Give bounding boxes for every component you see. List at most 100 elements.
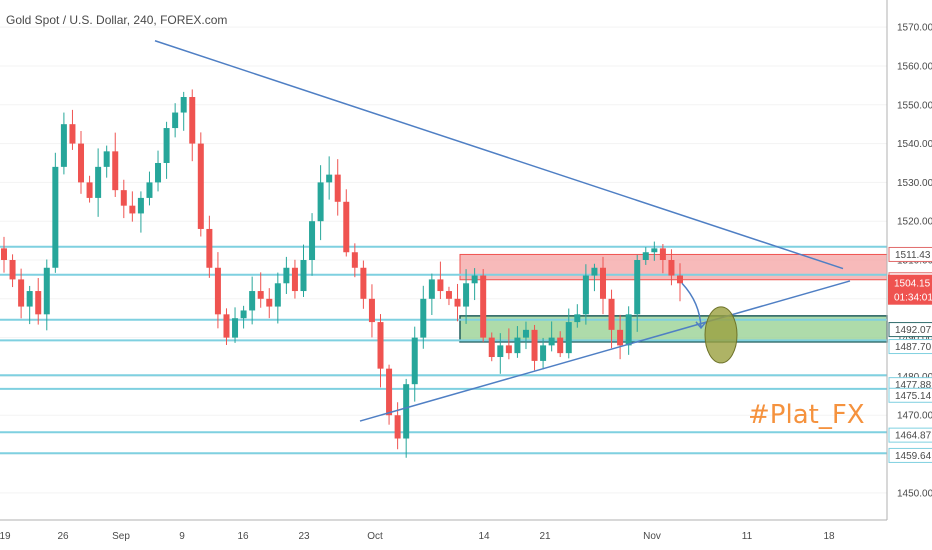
candle-body: [180, 97, 187, 113]
candle-body: [677, 275, 683, 284]
candle-body: [43, 267, 50, 315]
candle-body: [497, 345, 504, 358]
candle-body: [428, 279, 435, 299]
candle-body: [146, 182, 153, 198]
candle-body: [591, 267, 598, 276]
candle-body: [274, 283, 281, 307]
y-tick-label: 1560.00: [897, 61, 932, 72]
candle-body: [377, 322, 384, 369]
candle-body: [309, 221, 316, 260]
price-level-tag: [888, 427, 932, 443]
candle-body: [617, 329, 624, 346]
candle-body: [197, 143, 204, 229]
annotations: #Plat_FX: [681, 282, 865, 430]
candle-body: [522, 329, 529, 338]
price-level-tag-label: 1487.70: [895, 342, 932, 353]
x-tick-label: 16: [237, 531, 249, 542]
projection-arrow: [681, 282, 702, 328]
candle-body: [78, 143, 85, 183]
candle-body: [155, 162, 162, 183]
candlesticks: [1, 89, 683, 458]
candle-body: [531, 329, 538, 361]
candle-body: [206, 228, 213, 268]
target-ellipse: [704, 306, 738, 364]
x-tick-label: 11: [742, 531, 753, 542]
y-tick-label: 1470.00: [897, 411, 932, 422]
price-level-tag: [888, 387, 932, 403]
candle-body: [505, 345, 512, 354]
candle-body: [249, 291, 256, 311]
candle-body: [463, 283, 470, 307]
candle-body: [257, 291, 264, 299]
candle-body: [223, 314, 230, 338]
price-tags: 1511.431504.911492.071487.701477.881475.…: [888, 246, 932, 463]
x-tick-label: 18: [823, 531, 835, 542]
y-tick-label: 1450.00: [897, 488, 932, 499]
x-tick-label: Oct: [367, 531, 383, 542]
candle-body: [608, 298, 615, 330]
candle-body: [1, 248, 7, 260]
projection-arrowhead: [695, 321, 707, 330]
candle-body: [471, 275, 478, 284]
candle-body: [642, 252, 649, 260]
candle-body: [18, 279, 25, 307]
y-tick-label: 1520.00: [897, 217, 932, 228]
price-level-tag-label: 1492.07: [895, 325, 932, 336]
current-price-tag: [888, 274, 932, 305]
y-tick-label: 1530.00: [897, 178, 932, 189]
candle-body: [668, 260, 675, 276]
candle-body: [129, 205, 136, 214]
watermark-text: #Plat_FX: [748, 400, 865, 430]
price-level-tag-label: 1511.43: [895, 250, 931, 261]
x-tick-label: Nov: [643, 531, 661, 542]
y-tick-label: 1550.00: [897, 100, 932, 111]
candle-body: [634, 260, 641, 315]
descending-trendline[interactable]: [154, 40, 844, 270]
candle-body: [240, 310, 247, 319]
candle-body: [411, 337, 418, 385]
candle-body: [283, 267, 290, 284]
ascending-trendline[interactable]: [359, 280, 851, 422]
candle-body: [454, 298, 461, 307]
symbol-title: Gold Spot / U.S. Dollar, 240, FOREX.com: [6, 13, 228, 27]
candle-body: [403, 384, 410, 439]
x-tick-label: 14: [478, 531, 490, 542]
y-tick-label: 1540.00: [897, 139, 932, 150]
candle-body: [9, 260, 16, 280]
candle-body: [599, 267, 606, 299]
candle-body: [574, 314, 581, 323]
candle-body: [445, 291, 452, 299]
y-tick-label: 1490.00: [897, 333, 932, 344]
candle-body: [565, 322, 572, 354]
candle-body: [351, 252, 358, 268]
candle-body: [86, 182, 93, 198]
candle-body: [266, 298, 273, 307]
candle-body: [625, 314, 632, 346]
candle-body: [214, 267, 221, 315]
candle-body: [103, 151, 110, 167]
price-level-lines: [0, 245, 887, 455]
x-tick-label: 21: [539, 531, 551, 542]
y-tick-label: 1570.00: [897, 23, 932, 34]
price-level-tag-label: 1459.64: [895, 451, 932, 462]
candle-body: [26, 291, 33, 307]
price-level-tag: [888, 339, 932, 355]
candle-body: [112, 151, 119, 191]
candle-body: [548, 337, 555, 346]
candle-body: [540, 345, 547, 361]
candle-body: [334, 174, 341, 202]
candle-body: [437, 279, 444, 292]
price-level-tag-label: 1464.87: [895, 431, 932, 442]
price-level-tag: [888, 246, 932, 262]
x-tick-label: 19: [0, 531, 11, 542]
candle-body: [557, 337, 564, 354]
candle-body: [651, 248, 658, 253]
price-level-tag-label: 1475.14: [895, 391, 932, 402]
candle-body: [420, 298, 427, 338]
price-level-tag: [888, 447, 932, 463]
candle-body: [514, 337, 521, 354]
candle-body: [659, 248, 666, 260]
x-tick-label: 23: [298, 531, 310, 542]
